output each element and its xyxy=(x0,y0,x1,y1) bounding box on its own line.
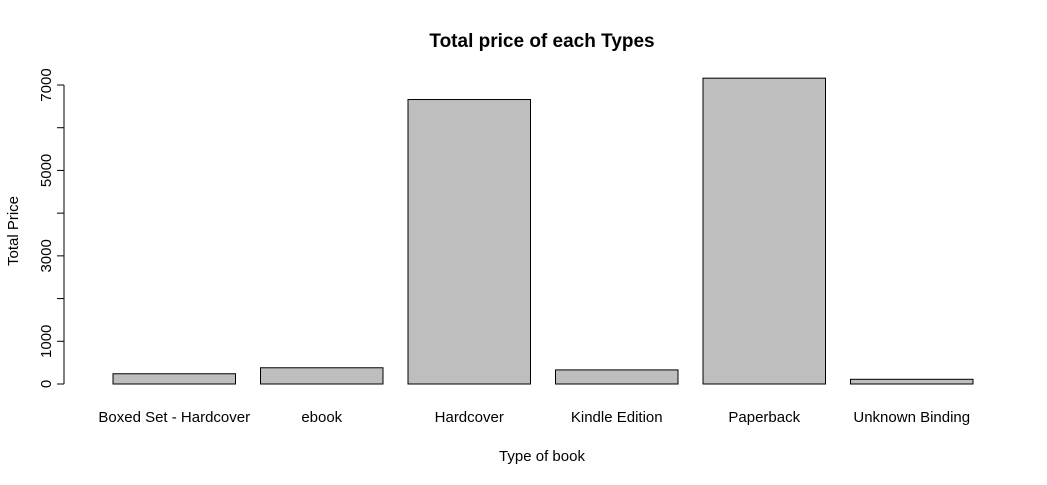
x-tick-label: Paperback xyxy=(728,409,800,426)
bar-unknown-binding xyxy=(850,378,974,385)
x-axis-label: Type of book xyxy=(499,448,585,465)
x-tick-label: Hardcover xyxy=(435,409,504,426)
bars-group xyxy=(112,77,974,385)
x-tick-label: Kindle Edition xyxy=(571,409,663,426)
bar-boxed-set-hardcover xyxy=(112,373,236,385)
chart-title: Total price of each Types xyxy=(429,31,654,52)
y-axis-label: Total Price xyxy=(5,196,22,266)
y-tick-label: 5000 xyxy=(38,154,55,187)
x-tick-label: Boxed Set - Hardcover xyxy=(98,409,250,426)
y-tick-label: 7000 xyxy=(38,68,55,101)
y-tick-label: 1000 xyxy=(38,325,55,358)
x-tick-label: ebook xyxy=(301,409,342,426)
y-tick-label: 3000 xyxy=(38,239,55,272)
x-tick-label: Unknown Binding xyxy=(853,409,970,426)
bar-paperback xyxy=(702,77,826,385)
bar-hardcover xyxy=(407,99,531,385)
bar-ebook xyxy=(260,367,384,385)
y-axis: 0 1000 3000 5000 7000 xyxy=(38,68,65,388)
y-tick-label: 0 xyxy=(38,380,55,388)
x-tick-labels: Boxed Set - Hardcover ebook Hardcover Kindl… xyxy=(98,409,970,426)
bar-kindle-edition xyxy=(555,369,679,385)
